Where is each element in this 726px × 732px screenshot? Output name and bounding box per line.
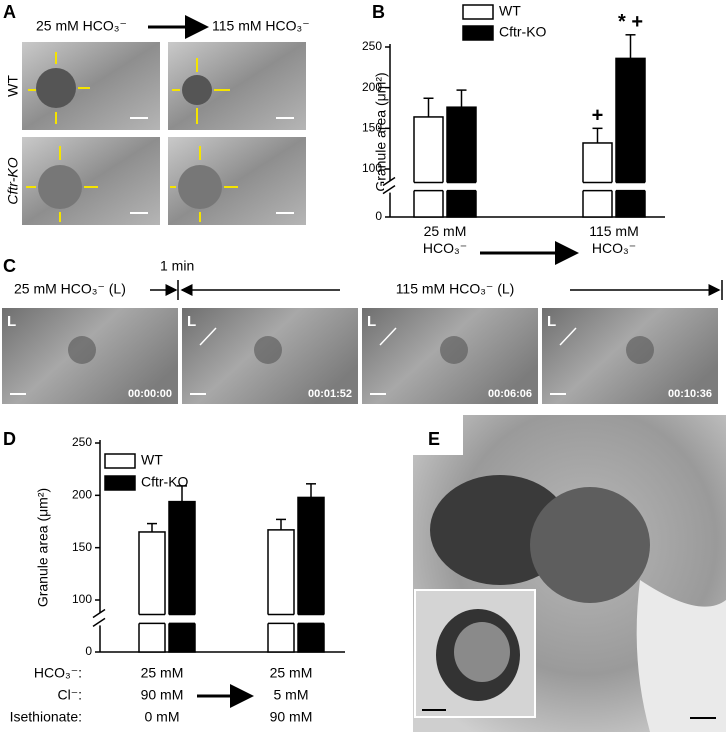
y-axis-label: Granule area (μm²) [373,72,389,191]
phase-label: 25 mM HCO₃⁻ (L) [14,281,126,297]
micrographs [22,42,306,225]
bar [413,116,444,218]
frame-label: L [7,313,16,330]
condition-value: 90 mM [270,709,313,725]
bar [582,142,613,218]
condition-value: 90 mM [141,687,184,703]
bar [615,57,646,218]
frame-time: 00:10:36 [668,388,712,400]
axis-break-gap [267,614,295,624]
y-tick-label: 250 [72,435,92,449]
x-tick-label-box: 115 mM HCO₃⁻ [589,223,639,256]
bar [267,529,295,653]
panel-letter: A [3,2,16,22]
electron-micrograph [413,415,726,732]
frame-detail [626,336,654,364]
axis-break-gap [297,614,325,624]
phase-label: 115 mM HCO₃⁻ (L) [396,281,515,297]
condition-value: 5 mM [274,687,309,703]
panel-letter: B [372,2,385,22]
condition-label: 25 mM HCO₃⁻ [36,18,127,34]
legend-label: WT [499,3,521,19]
axis-break-gap [582,182,613,191]
row-label: Cftr-KO [5,157,21,204]
legend-swatch [104,453,136,469]
bar [446,106,477,218]
y-tick-label: 0 [375,209,382,223]
y-tick-label: 250 [362,39,382,53]
panel-letter: E [428,429,440,449]
condition-value: 25 mM [270,665,313,681]
bar [297,496,325,653]
y-axis-label: Granule area (μm²) [35,488,51,607]
axis-break [92,608,106,619]
axis-break-gap [615,182,646,191]
axis-break-gap [413,182,444,191]
frame-label: L [367,313,376,330]
arrow [379,327,397,346]
x-tick-label: 115 mM HCO₃⁻ [589,223,639,256]
axis-break-gap [138,614,166,624]
arrow [559,327,577,346]
y-tick-label: 100 [362,161,382,175]
frame-label: L [547,313,556,330]
axis-break-gap [446,182,477,191]
bar [168,500,196,653]
axis-break-gap [168,614,196,624]
y-tick-label: 0 [85,644,92,658]
frame-time: 00:00:00 [128,388,172,400]
y-tick-label: 200 [72,488,92,502]
time-lapse: L 00:00:00 L 00:01:52 L 00:06:06 L 00:10:36 [2,308,718,404]
legend-swatch [104,475,136,491]
condition-label: HCO₃⁻: [34,665,82,681]
frame-time: 00:06:06 [488,388,532,400]
condition-value: 25 mM [141,665,184,681]
axis-break [382,184,396,195]
axis-break [382,176,396,187]
axis-break [92,617,106,628]
condition-label: 115 mM HCO₃⁻ [212,18,310,34]
panel-letter: D [3,429,16,449]
frame-label: L [187,313,196,330]
legend-label: Cftr-KO [141,474,189,490]
y-tick-label: 200 [362,80,382,94]
legend-label: Cftr-KO [499,24,547,40]
significance-mark: * + [618,11,643,33]
panel-letter: C [3,256,16,276]
legend-swatch [462,4,494,20]
frame-time: 00:01:52 [308,388,352,400]
legend-label: WT [141,452,163,468]
x-tick-label-box: 25 mM HCO₃⁻ [422,223,468,256]
x-tick-label: 25 mM HCO₃⁻ [422,223,468,256]
condition-label: Isethionate: [10,709,82,725]
arrow [199,327,217,346]
legend-swatch [462,25,494,41]
frame-detail [254,336,282,364]
row-label: WT [5,75,21,97]
interval-label: 1 min [160,258,194,274]
y-tick-label: 150 [72,540,92,554]
frame-detail [440,336,468,364]
y-tick-label: 100 [72,592,92,606]
significance-mark: + [592,105,604,127]
condition-label: Cl⁻: [58,687,83,703]
bar [138,531,166,653]
y-tick-label: 150 [362,121,382,135]
frame-detail [68,336,96,364]
condition-value: 0 mM [145,709,180,725]
